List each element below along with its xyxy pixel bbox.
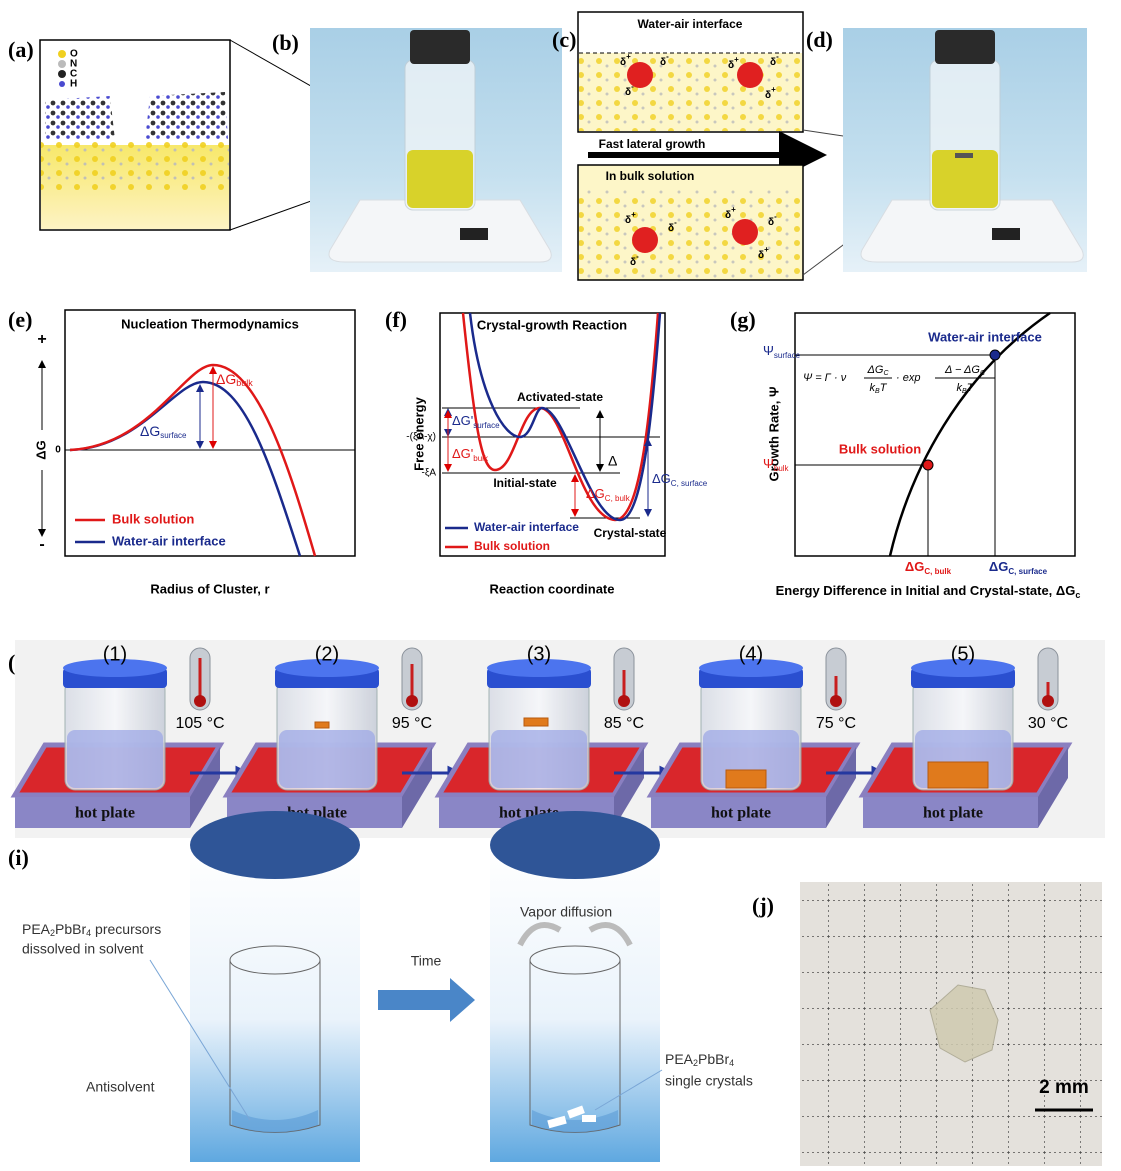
axis-label: 0	[55, 445, 61, 456]
axis-sign: -	[39, 536, 44, 553]
thermometer-bulb	[194, 695, 206, 707]
crystal	[928, 762, 988, 788]
charge-sign: +	[764, 245, 769, 254]
legend-label: Bulk solution	[112, 511, 194, 526]
panel-f: Crystal-growth Reaction Free energy -(ξA…	[406, 313, 708, 596]
scale-label: 2 mm	[1039, 1077, 1089, 1098]
plot-title: Nucleation Thermodynamics	[121, 316, 299, 331]
legend-label: Bulk solution	[474, 539, 550, 553]
arrow-label: Fast lateral growth	[599, 137, 706, 151]
panel-label: (b)	[272, 30, 299, 55]
charge-sign: -	[674, 218, 677, 227]
svg-text:· exp: · exp	[896, 372, 920, 384]
figure: (a) O N C H (b) (c) Water-air interface …	[0, 0, 1121, 1171]
svg-text:Δ − ΔGC: Δ − ΔGC	[944, 364, 986, 377]
charge-sign: +	[771, 85, 776, 94]
level-label: -ξA	[422, 468, 437, 479]
panel-e: Nucleation Thermodynamics + - ΔG 0 ΔGbul…	[33, 310, 355, 596]
plot-title: Crystal-growth Reaction	[477, 317, 627, 332]
charge-sign: -	[774, 212, 777, 221]
hot-plate-label: hot plate	[75, 805, 135, 822]
axis-sign: +	[37, 331, 46, 348]
crystal	[726, 770, 766, 788]
tick-label: ΔGC, bulk	[905, 559, 952, 576]
panel-label: (e)	[8, 307, 32, 332]
crystal	[524, 718, 548, 726]
vial-liquid	[279, 730, 375, 788]
thermometer-bulb	[1042, 695, 1054, 707]
state-label: Crystal-state	[594, 526, 667, 540]
panel-label: (g)	[730, 307, 756, 332]
panel-i: Time PEA2PbBr4 precursors dissolved in s…	[22, 811, 753, 1162]
annotation: dissolved in solvent	[22, 941, 144, 957]
axis-label: ΔG	[33, 440, 48, 459]
charge-sign: -	[636, 252, 639, 261]
vial-liquid	[67, 730, 163, 788]
axis-label: Energy Difference in Initial and Crystal…	[776, 583, 1081, 600]
temperature: 85 °C	[604, 715, 644, 732]
thermometer-bulb	[406, 695, 418, 707]
axis-label: Reaction coordinate	[490, 581, 615, 596]
panel-label: (i)	[8, 845, 29, 870]
annotation: Time	[411, 953, 442, 969]
crystal	[315, 722, 329, 728]
box-title: Water-air interface	[638, 17, 743, 31]
annotation: ΔGC, surface	[652, 471, 708, 488]
annotation: PEA2PbBr4	[665, 1051, 734, 1069]
step-label: (5)	[951, 643, 975, 665]
panel-label: (a)	[8, 37, 34, 62]
legend-label: Water-air interface	[474, 520, 579, 534]
thermometer-bulb	[830, 695, 842, 707]
panel-label: (f)	[385, 307, 407, 332]
box-title: In bulk solution	[606, 169, 695, 183]
charge-sign: +	[626, 52, 631, 61]
state-label: Initial-state	[493, 476, 557, 490]
annotation: Vapor diffusion	[520, 904, 612, 920]
legend-label: H	[70, 79, 77, 90]
hot-plate-label: hot plate	[923, 805, 983, 822]
panel-b	[310, 28, 562, 272]
temperature: 105 °C	[175, 715, 224, 732]
charge-sign: +	[734, 55, 739, 64]
legend-label: Water-air interface	[112, 533, 226, 548]
charge-sign: +	[731, 205, 736, 214]
charge-sign: -	[776, 52, 779, 61]
step-label: (3)	[527, 643, 551, 665]
charge-sign: -	[666, 52, 669, 61]
panel-g: Growth Rate, Ψ Water-air interface Bulk …	[763, 313, 1080, 600]
panel-d	[843, 28, 1087, 272]
vial-liquid	[491, 730, 587, 788]
annotation: Water-air interface	[928, 329, 1042, 344]
annotation: PEA2PbBr4 precursors	[22, 921, 161, 939]
temperature: 30 °C	[1028, 715, 1068, 732]
annotation: Δ	[608, 453, 617, 469]
thermometer-bulb	[618, 695, 630, 707]
annotation: single crystals	[665, 1073, 753, 1089]
temperature: 95 °C	[392, 715, 432, 732]
panel-j: 2 mm	[800, 882, 1102, 1166]
annotation: Bulk solution	[839, 441, 921, 456]
axis-label: Radius of Cluster, r	[150, 581, 269, 596]
temperature: 75 °C	[816, 715, 856, 732]
panel-label: (c)	[552, 27, 576, 52]
step-label: (2)	[315, 643, 339, 665]
step-label: (1)	[103, 643, 127, 665]
tick-label: ΔGC, surface	[989, 559, 1048, 576]
annotation: Antisolvent	[86, 1079, 155, 1095]
state-label: Activated-state	[517, 390, 603, 404]
charge-sign: +	[631, 210, 636, 219]
svg-text:Ψ = Γ · ν: Ψ = Γ · ν	[803, 372, 847, 384]
panel-label: (d)	[806, 27, 833, 52]
hot-plate-label: hot plate	[711, 805, 771, 822]
panel-label: (j)	[752, 893, 774, 918]
step-label: (4)	[739, 643, 763, 665]
charge-sign: -	[631, 82, 634, 91]
page: {"panels": {"a": "(a)", "b": "(b)", "c":…	[0, 0, 1121, 1171]
level-label: -(ξA-χ)	[406, 432, 436, 443]
